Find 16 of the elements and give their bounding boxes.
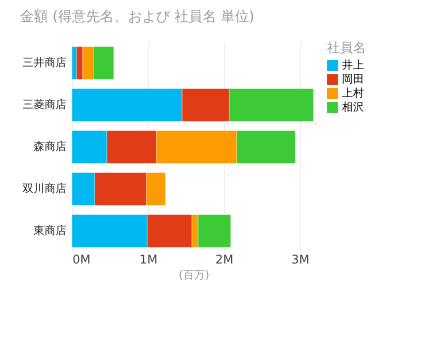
y-tick-label: 双川商店 xyxy=(22,182,66,195)
legend-label: 岡田 xyxy=(342,72,364,86)
legend-label: 井上 xyxy=(342,58,364,72)
y-tick-label: 三菱商店 xyxy=(22,98,66,111)
legend-label: 上村 xyxy=(342,86,364,100)
x-tick-label: 3M xyxy=(291,252,310,266)
legend-title: 社員名 xyxy=(327,41,366,56)
legend-label: 相沢 xyxy=(342,100,364,114)
y-tick-label: 東商店 xyxy=(34,224,66,237)
x-tick-label: 1M xyxy=(139,252,158,266)
x-axis-title: (百万) xyxy=(178,268,210,282)
y-tick-label: 森商店 xyxy=(34,140,66,153)
y-tick-label: 三井商店 xyxy=(22,56,66,69)
x-tick-label: 0M xyxy=(72,252,90,266)
x-tick-label: 2M xyxy=(215,252,234,266)
chart-title: 金額 (得意先名、および 社員名 単位) xyxy=(20,9,254,25)
